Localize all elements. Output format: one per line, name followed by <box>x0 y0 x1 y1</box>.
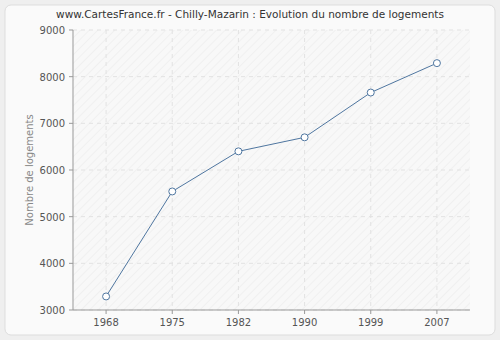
tick-label: 1990 <box>292 317 317 328</box>
tick-label: 3000 <box>40 305 65 316</box>
tick-mark <box>69 170 73 171</box>
tick-label: 1982 <box>226 317 251 328</box>
grid-line <box>106 30 107 310</box>
grid-line <box>73 30 470 31</box>
tick-label: 6000 <box>40 165 65 176</box>
plot-area <box>73 30 470 310</box>
tick-mark <box>69 263 73 264</box>
tick-mark <box>436 310 437 314</box>
marker <box>367 89 374 96</box>
tick-label: 9000 <box>40 25 65 36</box>
grid-line <box>238 30 239 310</box>
chart: 3000 4000 5000 6000 7000 8000 9000 1968 1975 1982… <box>0 0 500 340</box>
tick-mark <box>69 123 73 124</box>
grid-line <box>73 76 470 77</box>
y-axis-label: Nombre de logements <box>24 114 35 225</box>
tick-label: 8000 <box>40 72 65 83</box>
tick-label: 1999 <box>358 317 383 328</box>
marker <box>103 293 110 300</box>
grid-line <box>370 30 371 310</box>
tick-label: 5000 <box>40 212 65 223</box>
tick-mark <box>69 30 73 31</box>
marker <box>433 60 440 67</box>
grid-line <box>172 30 173 310</box>
series <box>103 60 441 300</box>
tick-mark <box>172 310 173 314</box>
tick-mark <box>106 310 107 314</box>
grid-line <box>73 263 470 264</box>
title: www.CartesFrance.fr - Chilly-Mazarin : E… <box>56 8 444 20</box>
tick-label: 4000 <box>40 258 65 269</box>
grid-line <box>73 310 470 311</box>
x-axis <box>73 310 470 311</box>
tick-mark <box>69 76 73 77</box>
grid-line <box>304 30 305 310</box>
tick-mark <box>238 310 239 314</box>
line <box>106 63 437 296</box>
marker <box>301 134 308 141</box>
grid-line <box>73 123 470 124</box>
grid-line <box>73 216 470 217</box>
tick-mark <box>69 310 73 311</box>
grid-line <box>436 30 437 310</box>
tick-mark <box>304 310 305 314</box>
tick-label: 2007 <box>424 317 449 328</box>
tick-label: 1975 <box>160 317 185 328</box>
panel <box>5 5 495 335</box>
y-axis <box>73 30 74 310</box>
marker <box>235 148 242 155</box>
tick-label: 7000 <box>40 118 65 129</box>
tick-label: 1968 <box>93 317 118 328</box>
outer-background <box>0 0 500 340</box>
tick-mark <box>370 310 371 314</box>
tick-mark <box>69 216 73 217</box>
grid-line <box>73 170 470 171</box>
marker <box>169 188 176 195</box>
